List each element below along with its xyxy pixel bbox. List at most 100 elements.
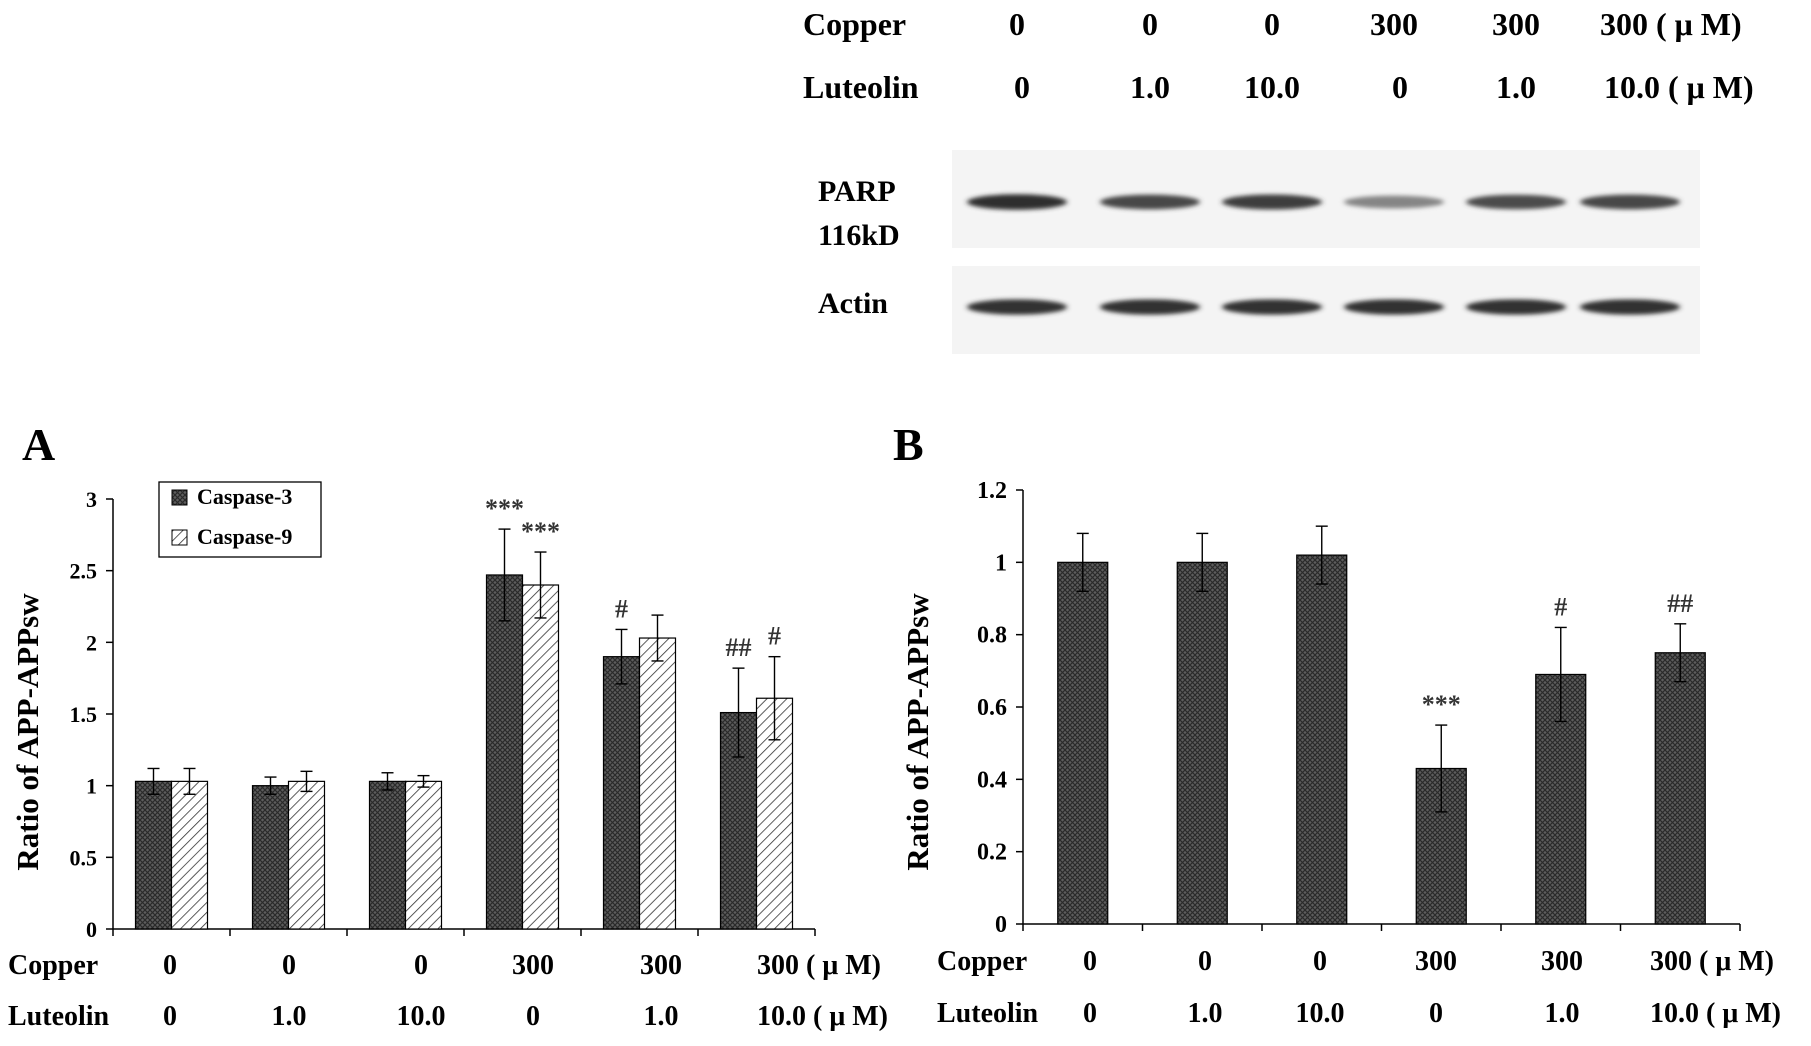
panel-a-ytick-label-3: 1.5 [70,702,98,727]
panel-a-copper-1: 0 [163,950,177,981]
blot-band-parp-6 [1580,194,1680,210]
panel-b-xrows: Copper 0 0 0 300 300 300 ( μ M) Luteolin… [937,946,1781,1029]
panel-b-luteolin-6: 10.0 ( μ M) [1650,998,1781,1029]
blot-luteolin-5: 1.0 [1496,69,1536,105]
legend-label-caspase-9: Caspase-9 [197,524,292,549]
blot-copper-6: 300 ( μ M) [1600,6,1742,42]
blot-band-actin-6 [1580,299,1680,315]
blot-copper-5: 300 [1492,6,1540,42]
blot-copper-2: 0 [1142,6,1158,42]
blot-strip-parp [952,150,1700,248]
blot-band-parp-2 [1100,194,1200,210]
blot-row-label-luteolin: Luteolin [803,69,919,105]
panel-b-annotation-s1-c5: # [1554,592,1567,621]
panel-a-copper-2: 0 [282,950,296,981]
panel-a-bar-s1-c1 [134,780,173,930]
blot-row-label-copper: Copper [803,6,906,42]
panel-a-annotation-s1-c5: # [615,594,628,623]
blot-band-actin-2 [1100,299,1200,315]
blot-luteolin-3: 10.0 [1244,69,1300,105]
blot-copper-1: 0 [1009,6,1025,42]
blot-header: Copper 0 0 0 300 300 300 ( μ M) Luteolin… [803,6,1754,105]
panel-a: A Ratio of APP-APPsw 00.511.522.53 ***###… [8,419,888,1032]
panel-b-ytick-label-1: 0.2 [977,840,1007,866]
panel-a-bar-s1-c3 [368,780,407,930]
panel-a-luteolin-6: 10.0 ( μ M) [757,1001,888,1032]
blot-band-actin-3 [1222,299,1322,315]
panel-a-ytick-label-0: 0 [86,917,97,942]
blot-band-actin-5 [1466,299,1566,315]
panel-a-bar-s2-c3 [404,780,443,930]
panel-b-copper-6: 300 ( μ M) [1650,946,1774,977]
panel-a-xrows: Copper 0 0 0 300 300 300 ( μ M) Luteolin… [8,950,888,1032]
panel-b-plot: 00.20.40.60.811.2***# ## [977,478,1741,938]
panel-b: B Ratio of APP-APPsw 0 0.2 0.4 0.6 0.8 1 1.2 **… [893,419,1781,1029]
panel-a-ytick-label-6: 3 [86,487,97,512]
panel-b-row-label-luteolin: Luteolin [937,998,1039,1029]
panel-a-copper-6: 300 ( μ M) [757,950,881,981]
blot-band-label-parp-line2: 116kD [818,219,900,252]
panel-b-copper-5: 300 [1541,946,1583,977]
panel-a-copper-3: 0 [414,950,428,981]
panel-b-ytick-label-0: 0 [995,912,1007,938]
panel-a-annotation-s1-c6: ## [726,633,752,662]
panel-a-plot: 00.511.522.53 ***###***# [70,487,816,942]
panel-a-luteolin-1: 0 [163,1001,177,1032]
panel-a-copper-4: 300 [512,950,554,981]
blot-copper-3: 0 [1264,6,1280,42]
panel-b-copper-2: 0 [1198,946,1212,977]
panel-a-row-label-luteolin: Luteolin [8,1001,110,1032]
blot-parp: PARP 116kD [818,150,1700,252]
panel-a-bar-s2-c4 [521,584,560,930]
panel-b-luteolin-5: 1.0 [1545,998,1580,1029]
panel-b-bar-s1-c6 [1654,652,1706,925]
panel-a-bar-s2-c1 [170,780,209,930]
panel-b-bar-s1-c2 [1176,561,1228,925]
panel-b-annotation-s1-c4: *** [1422,690,1461,719]
panel-a-luteolin-5: 1.0 [644,1001,679,1032]
panel-a-annotation-s2-c6: # [768,622,781,651]
panel-a-legend: Caspase-3 Caspase-9 [158,481,322,558]
panel-a-row-label-copper: Copper [8,950,98,981]
panel-b-ytick-label-5: 1 [995,550,1007,576]
panel-a-luteolin-3: 10.0 [397,1001,446,1032]
panel-a-ytick-label-4: 2 [86,630,97,655]
panel-a-luteolin-2: 1.0 [272,1001,307,1032]
panel-a-letter: A [22,419,55,470]
panel-a-bar-s2-c5 [638,637,677,930]
blot-strip-actin [952,266,1700,354]
legend-swatch-caspase-3 [171,489,188,506]
panel-a-ytick-label-2: 1 [86,774,97,799]
panel-b-luteolin-3: 10.0 [1296,998,1345,1029]
panel-a-ytick-label-5: 2.5 [70,559,98,584]
panel-a-copper-5: 300 [640,950,682,981]
panel-b-luteolin-4: 0 [1429,998,1443,1029]
panel-b-ylabel: Ratio of APP-APPsw [900,593,935,871]
panel-b-luteolin-2: 1.0 [1188,998,1223,1029]
blot-luteolin-1: 0 [1014,69,1030,105]
panel-a-bar-s1-c5 [602,656,641,930]
blot-actin: Actin [818,266,1700,354]
blot-band-parp-1 [967,194,1067,210]
blot-luteolin-2: 1.0 [1130,69,1170,105]
panel-b-row-label-copper: Copper [937,946,1027,977]
blot-luteolin-6: 10.0 ( μ M) [1604,69,1754,105]
panel-b-letter: B [893,419,924,470]
panel-b-annotation-s1-c6: ## [1667,589,1693,618]
blot-band-parp-4 [1344,195,1444,209]
panel-b-bar-s1-c1 [1057,561,1109,925]
panel-a-bar-s1-c2 [251,785,290,930]
panel-b-copper-1: 0 [1083,946,1097,977]
panel-b-copper-3: 0 [1313,946,1327,977]
panel-b-luteolin-1: 0 [1083,998,1097,1029]
blot-band-parp-5 [1466,194,1566,210]
panel-a-luteolin-4: 0 [526,1001,540,1032]
panel-a-ytick-label-1: 0.5 [70,845,98,870]
blot-copper-4: 300 [1370,6,1418,42]
panel-b-ytick-label-4: 0.8 [977,623,1007,649]
blot-band-label-actin: Actin [818,287,888,320]
blot-luteolin-4: 0 [1392,69,1408,105]
blot-band-actin-1 [967,299,1067,315]
legend-label-caspase-3: Caspase-3 [197,484,292,509]
